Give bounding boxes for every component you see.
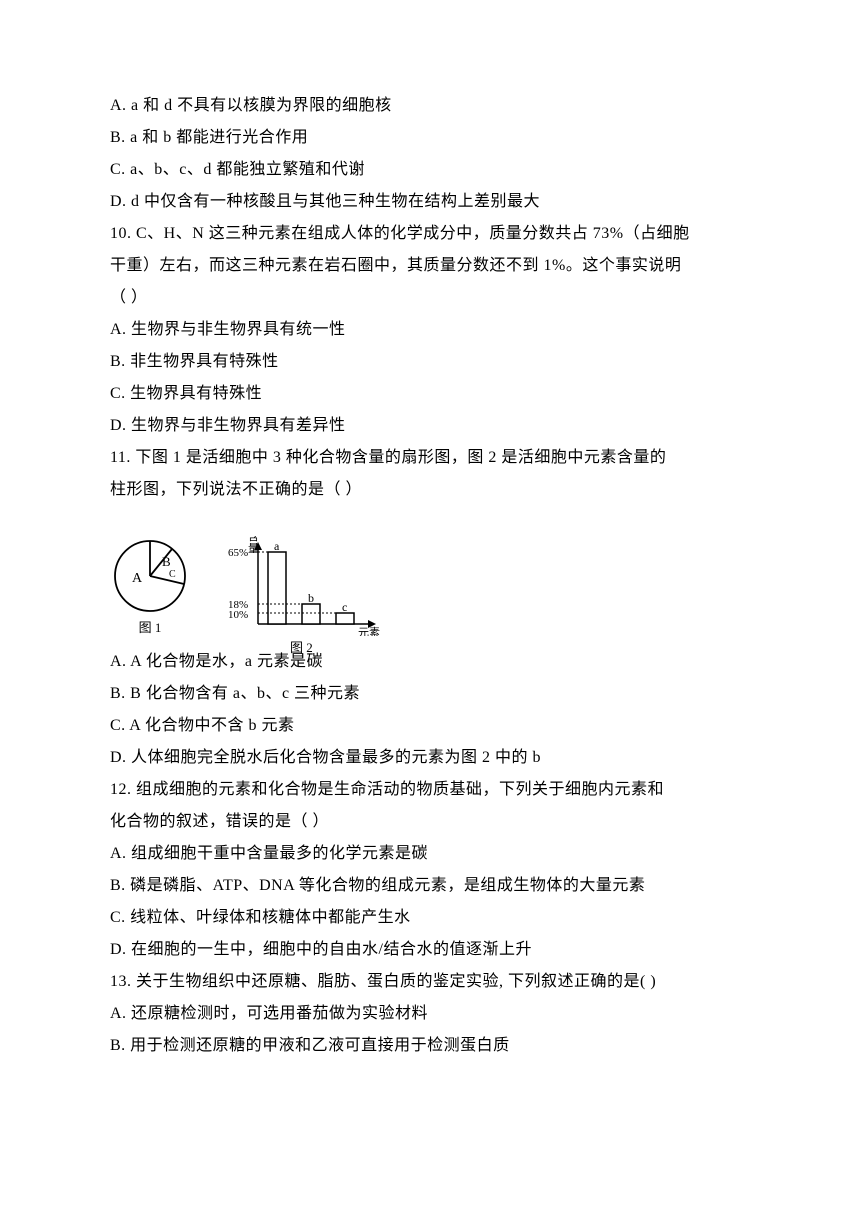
q10-option-b: B. 非生物界具有特殊性 xyxy=(110,346,750,378)
svg-text:10%: 10% xyxy=(228,609,248,621)
svg-text:量: 量 xyxy=(248,542,259,555)
pie-label-a: A xyxy=(132,571,143,586)
q10-option-a: A. 生物界与非生物界具有统一性 xyxy=(110,314,750,346)
q10-option-c: C. 生物界具有特殊性 xyxy=(110,378,750,410)
q13-option-a: A. 还原糖检测时，可选用番茄做为实验材料 xyxy=(110,998,750,1030)
q13-stem: 13. 关于生物组织中还原糖、脂肪、蛋白质的鉴定实验, 下列叙述正确的是( ) xyxy=(110,966,750,998)
svg-text:元素: 元素 xyxy=(358,626,380,636)
q12-stem-line2: 化合物的叙述，错误的是（ ） xyxy=(110,806,750,838)
q11-option-c: C. A 化合物中不含 b 元素 xyxy=(110,710,750,742)
bar-svg: a b c 65% 18% 10% 含 量 元素 xyxy=(220,536,385,636)
figure1-caption: 图 1 xyxy=(139,620,162,636)
q9-option-d: D. d 中仅含有一种核酸且与其他三种生物在结构上差别最大 xyxy=(110,186,750,218)
figure2-caption: 图 2 xyxy=(290,641,313,654)
svg-text:含: 含 xyxy=(248,536,259,543)
q9-option-a: A. a 和 d 不具有以核膜为界限的细胞核 xyxy=(110,90,750,122)
q12-stem-line1: 12. 组成细胞的元素和化合物是生命活动的物质基础，下列关于细胞内元素和 xyxy=(110,774,750,806)
q11-option-a: A. A 化合物是水，a 元素是碳 xyxy=(110,646,750,678)
svg-text:c: c xyxy=(342,600,347,614)
q9-option-b: B. a 和 b 都能进行光合作用 xyxy=(110,122,750,154)
bar-chart-figure2: a b c 65% 18% 10% 含 量 元素 图 2 xyxy=(220,536,380,636)
q10-option-d: D. 生物界与非生物界具有差异性 xyxy=(110,410,750,442)
q10-stem-line1: 10. C、H、N 这三种元素在组成人体的化学成分中，质量分数共占 73%（占细… xyxy=(110,218,750,250)
q11-stem-line1: 11. 下图 1 是活细胞中 3 种化合物含量的扇形图，图 2 是活细胞中元素含… xyxy=(110,442,750,474)
q9-option-c: C. a、b、c、d 都能独立繁殖和代谢 xyxy=(110,154,750,186)
pie-label-b: B xyxy=(162,554,171,569)
pie-label-c: C xyxy=(169,569,176,580)
pie-svg: A B C xyxy=(110,536,190,616)
q10-stem-line3: （ ） xyxy=(110,282,750,314)
pie-chart-figure1: A B C 图 1 xyxy=(110,536,190,636)
q12-option-a: A. 组成细胞干重中含量最多的化学元素是碳 xyxy=(110,838,750,870)
q12-option-b: B. 磷是磷脂、ATP、DNA 等化合物的组成元素，是组成生物体的大量元素 xyxy=(110,870,750,902)
q12-option-c: C. 线粒体、叶绿体和核糖体中都能产生水 xyxy=(110,902,750,934)
q13-option-b: B. 用于检测还原糖的甲液和乙液可直接用于检测蛋白质 xyxy=(110,1030,750,1062)
q10-stem-line2: 干重）左右，而这三种元素在岩石圈中，其质量分数还不到 1%。这个事实说明 xyxy=(110,250,750,282)
q11-stem-line2: 柱形图，下列说法不正确的是（ ） xyxy=(110,474,750,506)
q11-figures: A B C 图 1 a b xyxy=(110,516,750,636)
svg-text:b: b xyxy=(308,591,314,605)
q11-option-d: D. 人体细胞完全脱水后化合物含量最多的元素为图 2 中的 b xyxy=(110,742,750,774)
svg-text:a: a xyxy=(274,539,280,553)
svg-text:65%: 65% xyxy=(228,547,248,559)
q11-option-b: B. B 化合物含有 a、b、c 三种元素 xyxy=(110,678,750,710)
q12-option-d: D. 在细胞的一生中，细胞中的自由水/结合水的值逐渐上升 xyxy=(110,934,750,966)
